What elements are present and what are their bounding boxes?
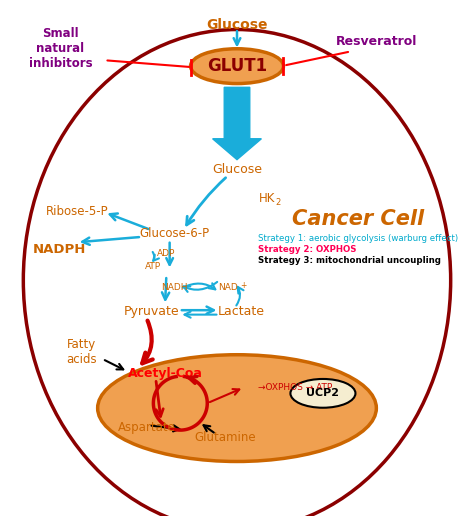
Text: Glutamine: Glutamine — [194, 431, 256, 444]
Text: ATP: ATP — [146, 262, 162, 271]
Text: Resveratrol: Resveratrol — [336, 35, 417, 48]
Text: UCP2: UCP2 — [306, 388, 339, 399]
Text: Fatty
acids: Fatty acids — [66, 338, 97, 366]
Ellipse shape — [23, 30, 451, 521]
Text: Glucose-6-P: Glucose-6-P — [139, 227, 210, 240]
Ellipse shape — [98, 355, 376, 462]
Text: Small
natural
inhibitors: Small natural inhibitors — [28, 28, 92, 70]
Text: HK: HK — [259, 192, 275, 205]
Text: Strategy 3: mitochondrial uncoupling: Strategy 3: mitochondrial uncoupling — [258, 256, 441, 266]
Text: Strategy 1: aerobic glycolysis (warburg effect): Strategy 1: aerobic glycolysis (warburg … — [258, 234, 458, 243]
Text: Pyruvate: Pyruvate — [123, 305, 179, 318]
Text: NADPH: NADPH — [33, 243, 86, 256]
Text: Ribose-5-P: Ribose-5-P — [46, 205, 108, 218]
Ellipse shape — [291, 379, 356, 408]
Text: ADP: ADP — [157, 249, 175, 257]
Text: 2: 2 — [275, 198, 281, 207]
Text: Lactate: Lactate — [218, 305, 265, 318]
Text: NADH: NADH — [161, 283, 188, 292]
Text: Glucose: Glucose — [206, 18, 268, 32]
Text: Strategy 2: OXPHOS: Strategy 2: OXPHOS — [258, 245, 356, 254]
Text: GLUT1: GLUT1 — [207, 57, 267, 75]
Text: +: + — [240, 281, 246, 290]
Text: Acetyl-Coa: Acetyl-Coa — [128, 367, 202, 380]
FancyArrow shape — [213, 88, 261, 159]
Text: Glucose: Glucose — [212, 163, 262, 176]
Text: Cancer Cell: Cancer Cell — [292, 209, 424, 229]
Text: NAD: NAD — [218, 283, 237, 292]
Text: →OXPHOS → ATP: →OXPHOS → ATP — [258, 383, 332, 392]
Ellipse shape — [191, 49, 283, 83]
Text: Aspartate: Aspartate — [118, 421, 175, 435]
